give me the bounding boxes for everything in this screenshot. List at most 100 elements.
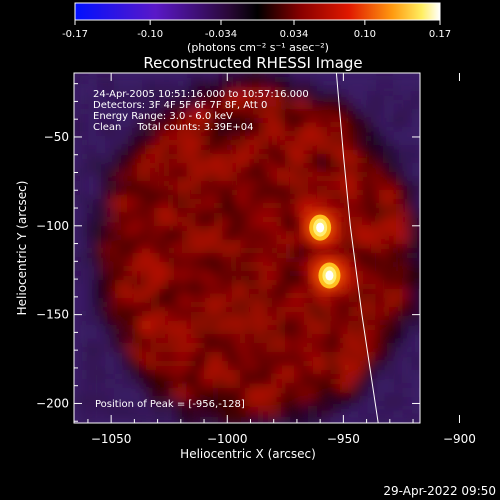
heatmap-cell [308,307,318,317]
heatmap-cell [317,145,327,155]
heatmap-cell [164,100,174,110]
heatmap-cell [290,253,300,263]
heatmap-cell [326,172,336,182]
heatmap-cell [83,289,93,299]
heatmap-cell [245,343,255,353]
heatmap-cell [164,280,174,290]
heatmap-cell [227,190,237,200]
heatmap-cell [290,334,300,344]
heatmap-cell [245,235,255,245]
heatmap-cell [182,415,192,423]
heatmap-cell [416,217,420,227]
heatmap-cell [389,343,399,353]
heatmap-cell [227,280,237,290]
heatmap-cell [380,73,390,83]
heatmap-cell [407,343,417,353]
heatmap-cell [227,226,237,236]
heatmap-cell [362,91,372,101]
heatmap-cell [83,262,93,272]
heatmap-cell [371,181,381,191]
heatmap-cell [83,334,93,344]
heatmap-cell [74,82,84,92]
heatmap-cell [263,307,273,317]
heatmap-cell [119,280,129,290]
heatmap-cell [218,118,228,128]
heatmap-cell [362,73,372,83]
heatmap-cell [110,280,120,290]
heatmap-cell [290,307,300,317]
heatmap-cell [254,217,264,227]
heatmap-cell [344,415,354,423]
heatmap-cell [218,181,228,191]
heatmap-cell [173,163,183,173]
heatmap-cell [146,199,156,209]
heatmap-cell [290,397,300,407]
heatmap-cell [335,343,345,353]
heatmap-cell [146,343,156,353]
heatmap-cell [371,289,381,299]
heatmap-cell [380,136,390,146]
plot-frame [73,72,421,424]
solar-limb-line [335,73,379,423]
heatmap-cell [128,109,138,119]
heatmap-cell [146,289,156,299]
heatmap-cell [335,91,345,101]
heatmap-cell [155,244,165,254]
heatmap-cell [299,100,309,110]
heatmap-cell [290,388,300,398]
heatmap-cell [326,145,336,155]
heatmap-cell [398,172,408,182]
heatmap-cell [173,118,183,128]
heatmap-cell [299,271,309,281]
heatmap-cell [191,199,201,209]
heatmap-cell [308,199,318,209]
heatmap-cell [137,406,147,416]
emission-source [307,253,352,298]
heatmap-cell [209,334,219,344]
heatmap-cell [92,289,102,299]
heatmap-cell [389,208,399,218]
heatmap-cell [353,172,363,182]
heatmap-cell [164,181,174,191]
heatmap-cell [227,316,237,326]
heatmap-cell [182,181,192,191]
heatmap-cell [371,316,381,326]
heatmap-cell [263,379,273,389]
heatmap-cell [164,415,174,423]
heatmap-cell [110,217,120,227]
heatmap-cell [371,91,381,101]
heatmap-cell [398,118,408,128]
heatmap-cell [245,145,255,155]
heatmap-cell [173,73,183,83]
heatmap-cell [164,145,174,155]
heatmap-cell [74,289,84,299]
heatmap-cell [209,136,219,146]
heatmap-cell [146,118,156,128]
heatmap-cell [299,190,309,200]
heatmap-cell [326,343,336,353]
heatmap-cell [245,280,255,290]
heatmap-cell [200,199,210,209]
heatmap-cell [164,163,174,173]
heatmap-cell [155,397,165,407]
heatmap-cell [110,91,120,101]
heatmap-cell [110,172,120,182]
heatmap-cell [119,163,129,173]
heatmap-cell [110,127,120,137]
heatmap-cell [128,334,138,344]
heatmap-cell [182,73,192,83]
heatmap-cell [236,262,246,272]
heatmap-cell [245,406,255,416]
heatmap-cell [335,235,345,245]
heatmap-cell [74,388,84,398]
heatmap-cell [119,316,129,326]
heatmap-cell [110,307,120,317]
heatmap-cell [200,316,210,326]
heatmap-cell [227,325,237,335]
heatmap-cell [254,325,264,335]
heatmap-cell [362,397,372,407]
heatmap-cell [155,325,165,335]
heatmap-cell [380,280,390,290]
heatmap-cell [200,379,210,389]
heatmap-cell [254,73,264,83]
